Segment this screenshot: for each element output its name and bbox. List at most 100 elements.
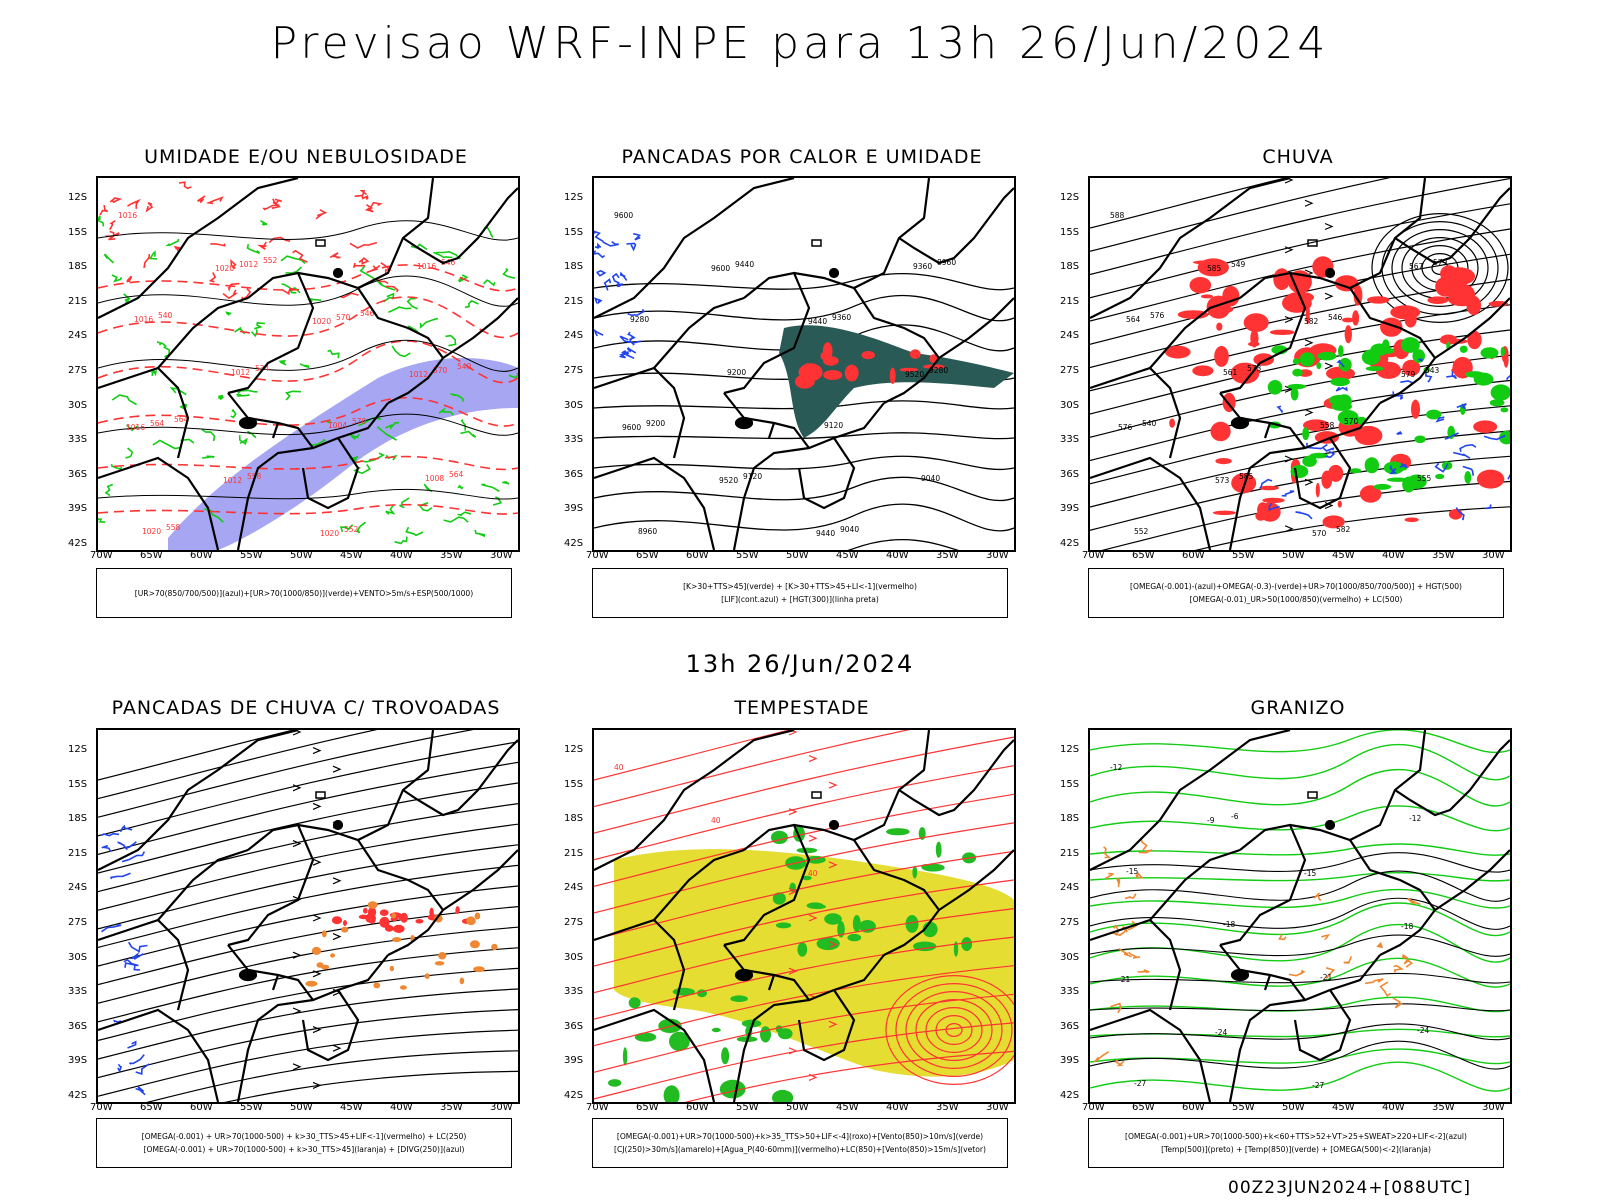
lat-tick-label: 12S [68,744,88,755]
contour-fragment [418,502,433,512]
contour-fragment [1343,956,1352,964]
contour-label: 567 [1409,262,1424,271]
panel-title: PANCADAS DE CHUVA C/ TROVOADAS [111,697,501,719]
streamline-arrow [788,808,798,816]
lon-tick-label: 35W [936,1102,959,1113]
shaded-cell [321,930,327,938]
border-line [1090,178,1291,319]
contour-fragment [633,233,642,241]
shaded-cell [455,906,460,915]
contour-fragment [1396,431,1403,436]
contour-fragment [603,278,612,291]
streamline [1090,228,1510,322]
contour-label: 9280 [929,366,948,375]
contour-fragment [627,308,646,317]
border-line [297,730,435,842]
shaded-cell [1359,485,1382,503]
lat-tick-label: 33S [68,434,88,446]
contour-fragment [1505,374,1510,381]
contour-label: 552 [263,256,278,265]
streamline [1090,304,1510,392]
contour-line [1090,1023,1510,1041]
contour-fragment [464,299,479,309]
panel-title: CHUVA [1262,146,1334,168]
lat-tick-label: 24S [68,330,88,342]
contour-label: -12 [1110,763,1122,772]
streamline-arrow [1284,455,1294,463]
thunderstorm-red [331,906,472,933]
contour-fragment [109,197,123,203]
cyclone-ring [1371,212,1509,324]
lat-tick-label: 15S [1060,226,1080,238]
contour-label: 564 [150,419,165,428]
contour-label: 9520 [905,370,924,379]
contour-fragment [238,435,248,445]
contour-fragment [1446,371,1458,380]
lon-tick-label: 70W [1082,550,1105,561]
shaded-cell [1376,361,1402,379]
shaded-cell [305,980,318,987]
contour-line [1090,972,1510,984]
border-line [594,1008,716,1102]
contour-fragment [246,243,261,254]
border-line [732,954,885,1102]
contour-fragment [117,841,128,851]
contour-fragment [1321,934,1331,941]
lat-tick-label: 18S [564,813,584,825]
contour-fragment [611,272,620,284]
contour-fragment [619,335,631,344]
streamline [98,844,518,930]
contour-fragment [1281,490,1295,497]
contour-fragment [119,824,133,833]
shaded-cell [434,961,445,966]
shaded-cell [796,847,818,854]
contour-line [1090,934,1510,957]
contour-fragment [1462,465,1475,476]
legend-line: [OMEGA(-0.001)+UR>70(1000-500)+k>35_TTS>… [616,1132,984,1141]
streamline-arrow [828,781,838,789]
contour-line [1090,996,1510,1013]
lake-marker [1230,968,1250,982]
contour-fragment [358,257,370,265]
lat-tick-label: 30S [564,951,584,963]
contour-fragment [1103,846,1112,859]
shaded-cell [608,1079,622,1087]
contour-line [98,488,518,500]
contour-label: 9120 [824,421,843,430]
contour-line [594,400,1014,410]
contour-label: -21 [1118,975,1130,984]
contour-line [594,503,1014,532]
streamline-arrow [292,1007,302,1015]
contour-fragment [1393,964,1405,973]
shaded-cell [1467,330,1482,350]
contour-label: 561 [1223,368,1238,377]
shaded-cell [889,367,896,384]
contour-label: 564 [1126,315,1141,324]
contour-fragment [129,1054,145,1065]
contour-label: 1020 [320,529,339,538]
contour-fragment [1365,978,1384,985]
contour-fragment [117,1063,123,1074]
contour-fragment [111,394,137,406]
contour-fragment [340,292,359,299]
contour-fragment [1407,897,1421,906]
shaded-cell [1466,295,1482,316]
lake-marker [734,416,754,430]
lc250-streamlines [98,730,518,1102]
contour-line [1090,843,1510,856]
map-area: 588 585 582 579 576 573 570 567 564 561 558 555 552 5… [1088,176,1512,552]
contour-fragment [217,394,224,401]
contour-fragment [626,346,637,354]
lake-marker [315,239,326,247]
contour-fragment [1399,462,1408,469]
contour-fragment [230,408,237,419]
contour-line [1090,730,1510,754]
lon-tick-label: 60W [190,1102,213,1113]
lon-tick-label: 65W [1132,1102,1155,1113]
shaded-cell [770,830,788,844]
shaded-cell [1206,295,1231,319]
lat-tick-label: 24S [564,882,584,894]
border-line [1289,730,1427,842]
contour-fragment [594,242,602,249]
contour-fragment [391,345,411,358]
